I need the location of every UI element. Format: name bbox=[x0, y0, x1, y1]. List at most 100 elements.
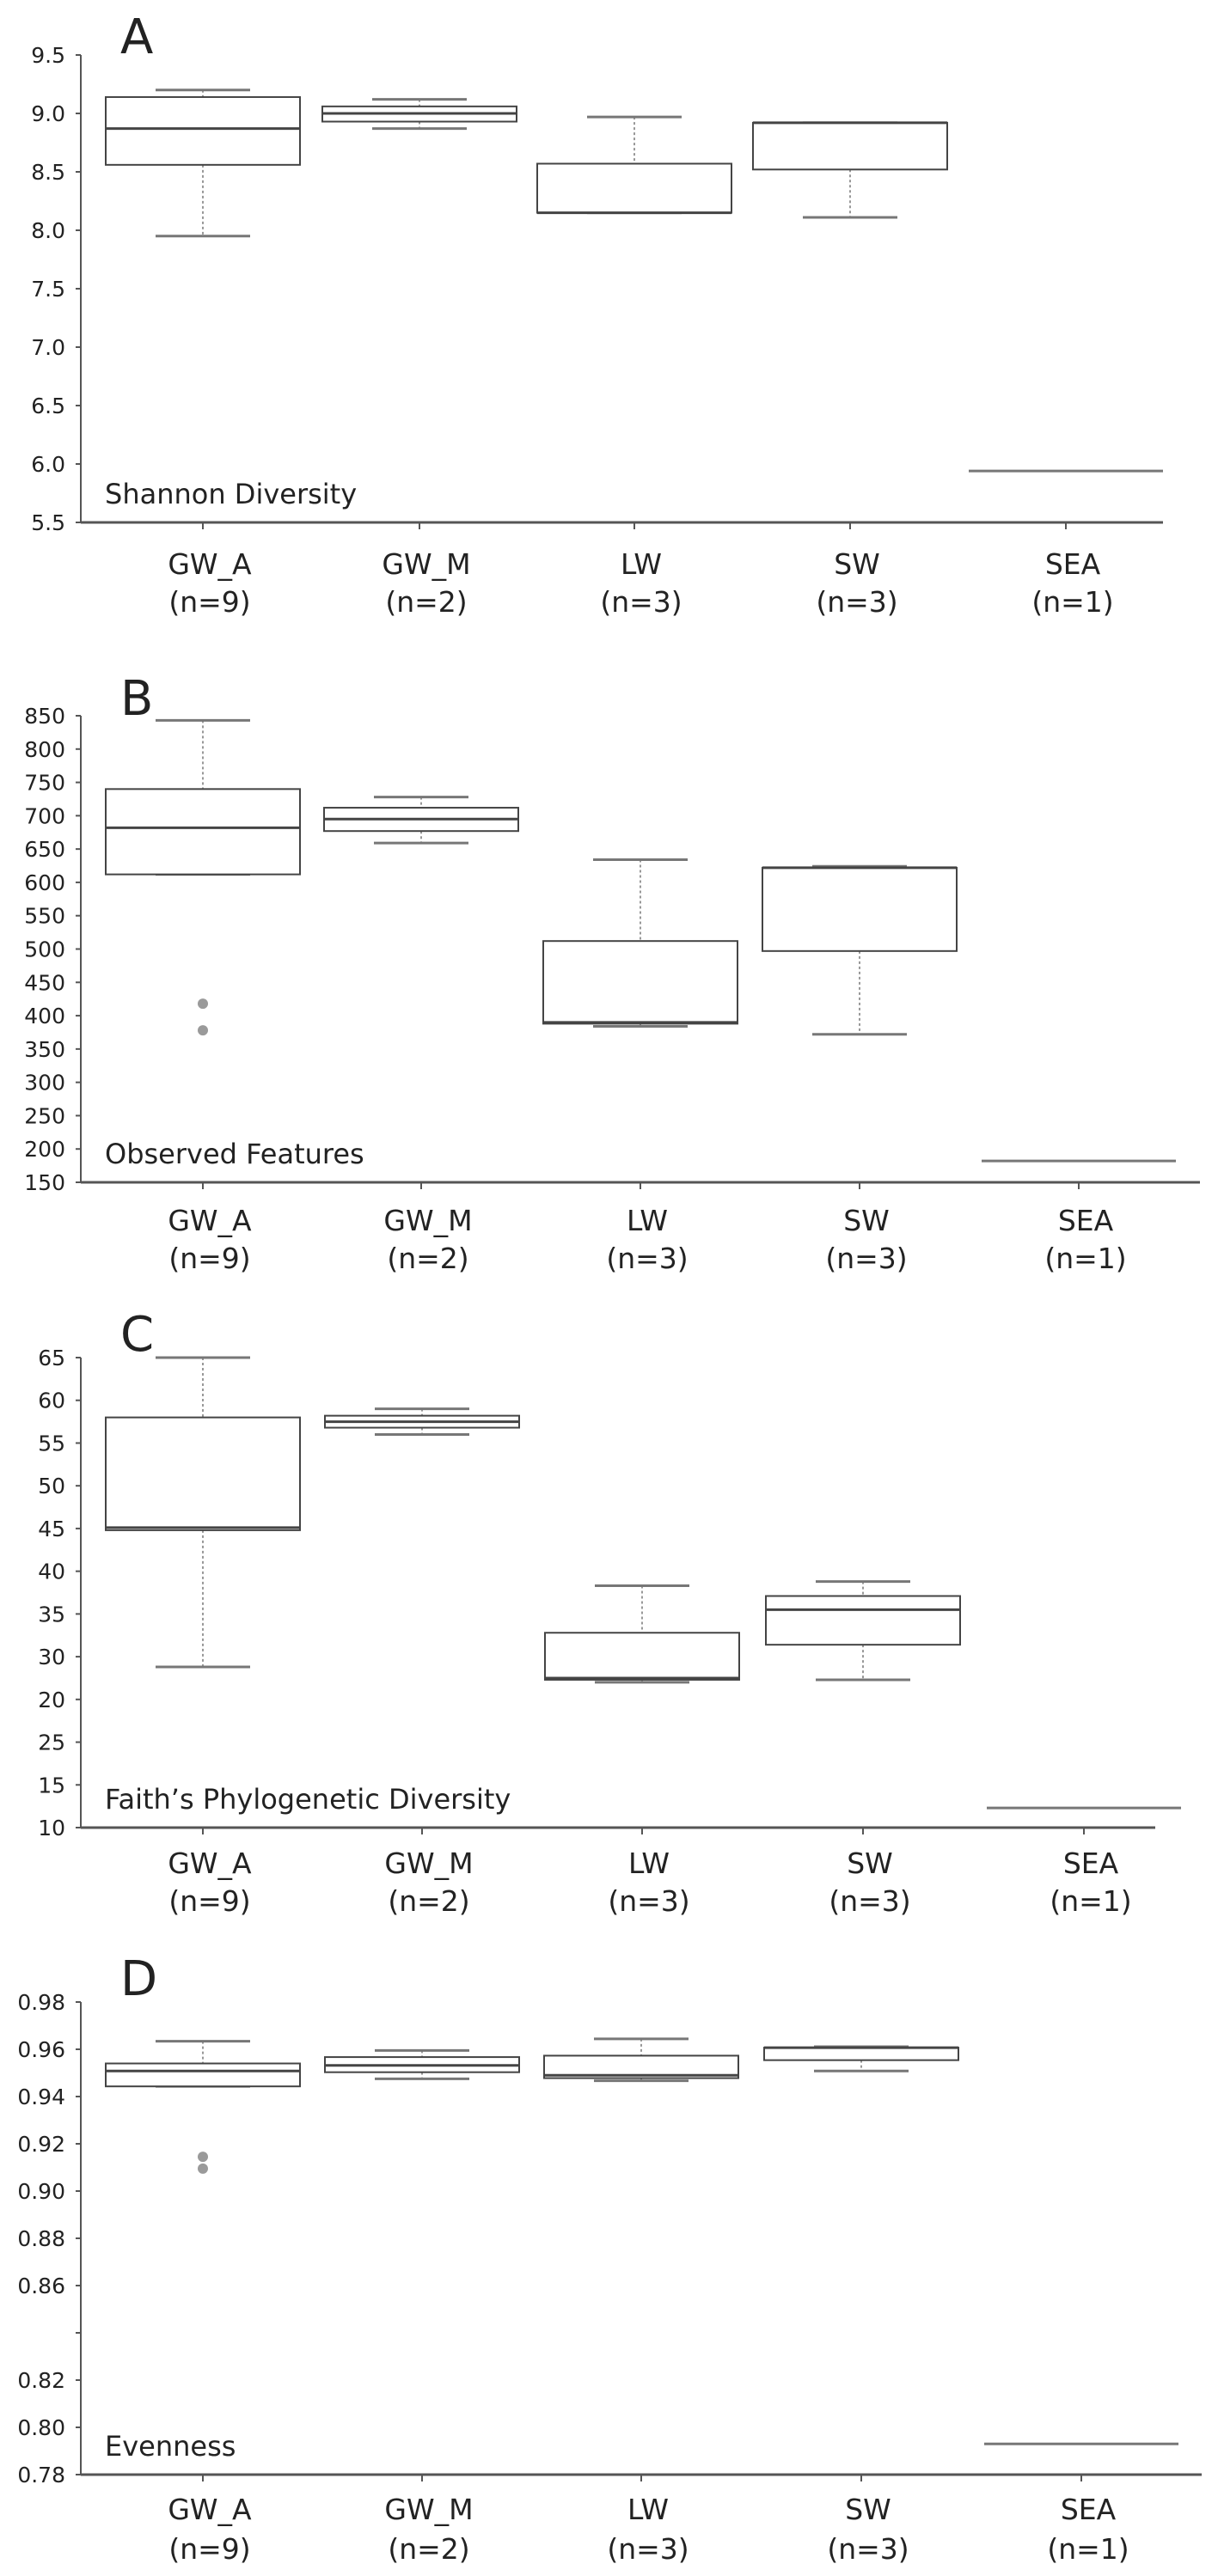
x-category-label: LW bbox=[627, 2493, 669, 2526]
x-sample-size-label: (n=1) bbox=[1050, 1884, 1131, 1918]
y-tick-label: 0.90 bbox=[17, 2179, 65, 2204]
y-tick-label: 0.88 bbox=[17, 2226, 65, 2251]
y-tick-label: 60 bbox=[38, 1389, 65, 1413]
y-tick-label: 700 bbox=[24, 803, 65, 828]
x-category-label: LW bbox=[628, 1847, 670, 1880]
x-sample-size-label: (n=3) bbox=[607, 2532, 689, 2566]
outlier-point bbox=[198, 998, 208, 1010]
x-sample-size-label: (n=3) bbox=[600, 585, 682, 619]
iqr-box bbox=[752, 121, 948, 171]
y-tick-label: 15 bbox=[38, 1773, 65, 1798]
y-tick-label: 25 bbox=[38, 1731, 65, 1755]
y-tick-label: 55 bbox=[38, 1431, 65, 1456]
x-category-label: GW_M bbox=[382, 547, 470, 581]
y-tick-label: 20 bbox=[38, 1688, 65, 1712]
y-tick-label: 0.82 bbox=[17, 2368, 65, 2393]
panel-letter: D bbox=[120, 1951, 157, 2007]
x-sample-size-label: (n=3) bbox=[816, 585, 897, 619]
y-tick-label: 750 bbox=[24, 771, 65, 796]
y-tick-label: 200 bbox=[24, 1137, 65, 1162]
x-sample-size-label: (n=3) bbox=[827, 2532, 909, 2566]
panel-title: Evenness bbox=[105, 2430, 236, 2463]
y-tick-label: 350 bbox=[24, 1037, 65, 1062]
y-tick-label: 9.0 bbox=[31, 101, 65, 126]
x-category-label: SEA bbox=[1063, 1847, 1119, 1880]
x-sample-size-label: (n=9) bbox=[168, 1242, 250, 1275]
x-sample-size-label: (n=1) bbox=[1047, 2532, 1129, 2566]
x-category-label: GW_A bbox=[168, 2493, 252, 2526]
iqr-box bbox=[105, 788, 301, 876]
x-category-label: GW_A bbox=[168, 547, 252, 581]
x-category-label: SW bbox=[843, 1204, 890, 1237]
panel-title: Faith’s Phylogenetic Diversity bbox=[105, 1783, 511, 1816]
x-category-label: SW bbox=[847, 1847, 893, 1880]
x-category-label: LW bbox=[621, 547, 662, 581]
y-tick-label: 600 bbox=[24, 870, 65, 895]
x-sample-size-label: (n=3) bbox=[606, 1242, 688, 1275]
x-sample-size-label: (n=3) bbox=[829, 1884, 910, 1918]
y-tick-label: 6.0 bbox=[31, 452, 65, 477]
y-tick-label: 7.5 bbox=[31, 277, 65, 302]
y-tick-label: 7.0 bbox=[31, 335, 65, 360]
y-tick-label: 550 bbox=[24, 904, 65, 929]
iqr-box bbox=[762, 866, 958, 952]
panel-letter: C bbox=[120, 1307, 154, 1363]
x-category-label: GW_A bbox=[168, 1204, 252, 1237]
y-tick-label: 8.0 bbox=[31, 218, 65, 243]
y-tick-label: 250 bbox=[24, 1103, 65, 1128]
outlier-point bbox=[198, 2152, 208, 2163]
x-sample-size-label: (n=2) bbox=[388, 2532, 469, 2566]
panel-letter: B bbox=[120, 671, 153, 727]
x-sample-size-label: (n=2) bbox=[385, 585, 467, 619]
iqr-box bbox=[105, 95, 301, 166]
y-tick-label: 0.80 bbox=[17, 2415, 65, 2440]
x-sample-size-label: (n=2) bbox=[387, 1242, 468, 1275]
x-category-label: GW_M bbox=[384, 2493, 473, 2526]
y-tick-label: 850 bbox=[24, 704, 65, 729]
iqr-box bbox=[765, 1595, 961, 1646]
x-category-label: SEA bbox=[1045, 547, 1101, 581]
y-tick-label: 45 bbox=[38, 1517, 65, 1541]
iqr-box bbox=[544, 1632, 740, 1681]
y-tick-label: 40 bbox=[38, 1560, 65, 1584]
iqr-box bbox=[536, 162, 732, 214]
iqr-box bbox=[105, 1416, 301, 1531]
x-sample-size-label: (n=9) bbox=[168, 585, 250, 619]
panel-title: Observed Features bbox=[105, 1138, 364, 1170]
y-tick-label: 5.5 bbox=[31, 510, 65, 535]
y-tick-label: 35 bbox=[38, 1602, 65, 1627]
outlier-point bbox=[198, 2163, 208, 2174]
y-tick-label: 0.92 bbox=[17, 2132, 65, 2157]
y-tick-label: 300 bbox=[24, 1071, 65, 1096]
x-category-label: GW_A bbox=[168, 1847, 252, 1880]
x-category-label: SEA bbox=[1058, 1204, 1114, 1237]
x-sample-size-label: (n=9) bbox=[168, 2532, 250, 2566]
iqr-box bbox=[763, 2047, 959, 2061]
x-sample-size-label: (n=3) bbox=[825, 1242, 907, 1275]
y-tick-label: 450 bbox=[24, 970, 65, 995]
x-category-label: GW_M bbox=[384, 1847, 473, 1880]
x-sample-size-label: (n=1) bbox=[1044, 1242, 1126, 1275]
y-tick-label: 8.5 bbox=[31, 160, 65, 185]
y-tick-label: 10 bbox=[38, 1816, 65, 1840]
panel-letter: A bbox=[120, 9, 153, 65]
outlier-point bbox=[198, 1025, 208, 1036]
y-tick-label: 30 bbox=[38, 1645, 65, 1670]
x-sample-size-label: (n=2) bbox=[388, 1884, 469, 1918]
y-tick-label: 9.5 bbox=[31, 43, 65, 68]
y-tick-label: 0.98 bbox=[17, 1990, 65, 2015]
y-tick-label: 0.96 bbox=[17, 2037, 65, 2062]
y-tick-label: 800 bbox=[24, 737, 65, 762]
y-tick-label: 6.5 bbox=[31, 394, 65, 418]
x-category-label: SW bbox=[845, 2493, 891, 2526]
iqr-box bbox=[542, 940, 738, 1025]
x-sample-size-label: (n=9) bbox=[168, 1884, 250, 1918]
x-sample-size-label: (n=3) bbox=[608, 1884, 689, 1918]
y-tick-label: 0.94 bbox=[17, 2085, 65, 2109]
y-tick-label: 0.86 bbox=[17, 2274, 65, 2298]
y-tick-label: 650 bbox=[24, 837, 65, 862]
panel-title: Shannon Diversity bbox=[105, 478, 357, 510]
x-category-label: GW_M bbox=[383, 1204, 472, 1237]
x-category-label: LW bbox=[627, 1204, 668, 1237]
